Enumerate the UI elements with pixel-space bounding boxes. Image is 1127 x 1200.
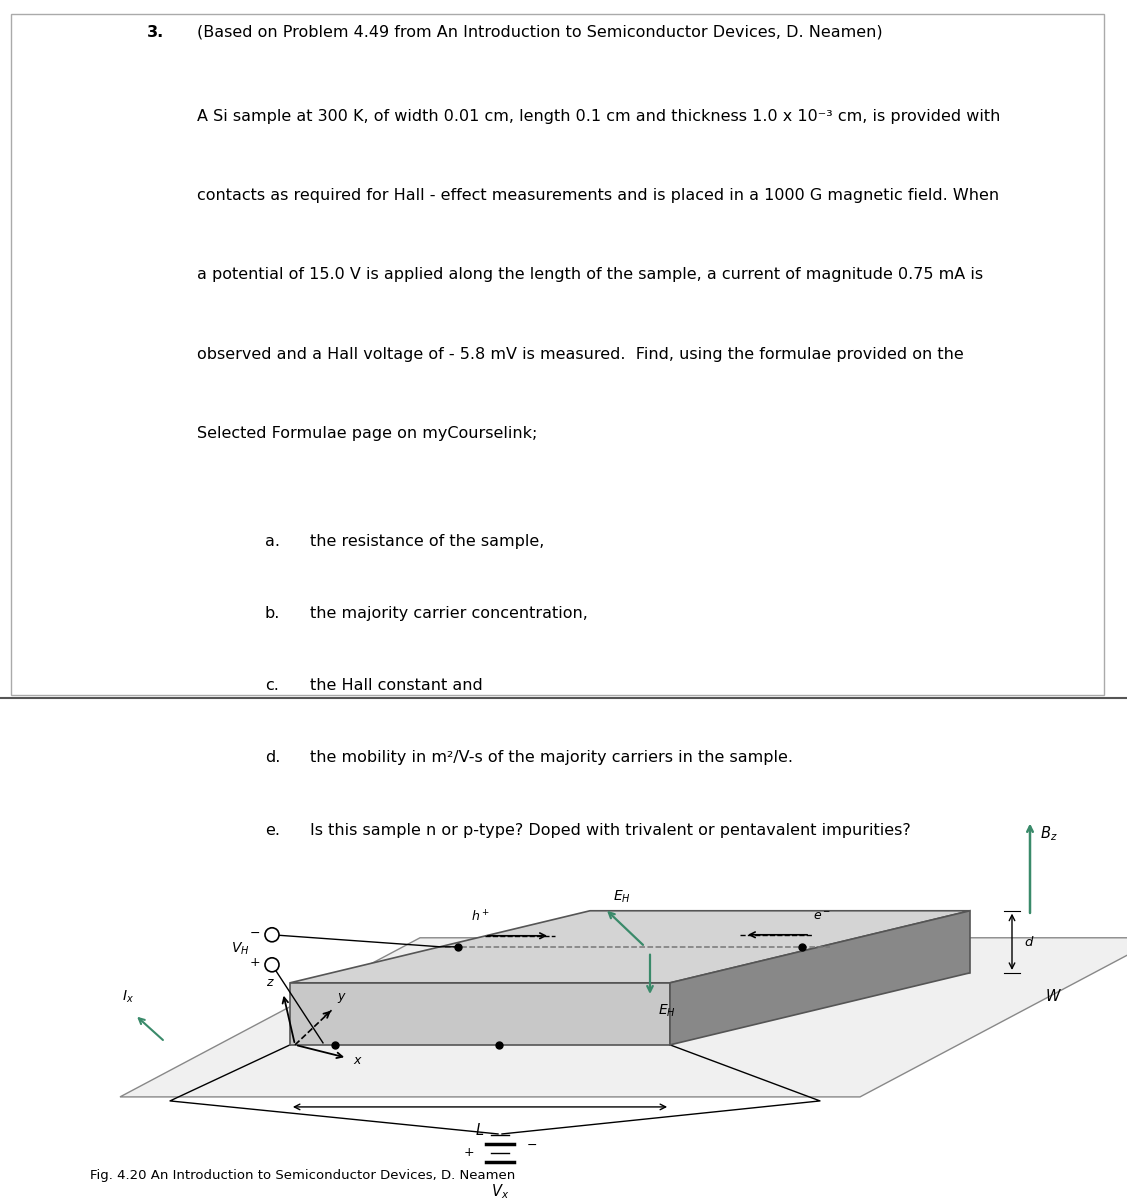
Text: $V_x$: $V_x$ bbox=[491, 1182, 509, 1200]
Text: $d$: $d$ bbox=[1024, 935, 1035, 949]
Text: b.: b. bbox=[265, 606, 281, 620]
Text: $h^+$: $h^+$ bbox=[470, 910, 489, 925]
Text: the majority carrier concentration,: the majority carrier concentration, bbox=[310, 606, 588, 620]
Text: d.: d. bbox=[265, 750, 281, 766]
Polygon shape bbox=[119, 937, 1127, 1097]
Text: the Hall constant and: the Hall constant and bbox=[310, 678, 482, 694]
Polygon shape bbox=[669, 911, 970, 1045]
Text: $E_H$: $E_H$ bbox=[658, 1003, 676, 1019]
Text: $E_H$: $E_H$ bbox=[613, 888, 631, 905]
Text: $y$: $y$ bbox=[337, 991, 347, 1004]
Polygon shape bbox=[290, 911, 970, 983]
Text: (Based on Problem 4.49 from An Introduction to Semiconductor Devices, D. Neamen): (Based on Problem 4.49 from An Introduct… bbox=[197, 24, 882, 40]
Text: Selected Formulae page on myCourselink;: Selected Formulae page on myCourselink; bbox=[197, 426, 538, 442]
Text: a potential of 15.0 V is applied along the length of the sample, a current of ma: a potential of 15.0 V is applied along t… bbox=[197, 268, 984, 282]
Text: $+$: $+$ bbox=[463, 1146, 474, 1159]
Text: observed and a Hall voltage of - 5.8 mV is measured.  Find, using the formulae p: observed and a Hall voltage of - 5.8 mV … bbox=[197, 347, 964, 361]
Text: a.: a. bbox=[265, 534, 279, 548]
Text: $I_x$: $I_x$ bbox=[122, 989, 134, 1004]
Text: $z$: $z$ bbox=[266, 976, 275, 989]
Text: $+$: $+$ bbox=[249, 956, 260, 970]
Circle shape bbox=[265, 928, 279, 942]
Text: $W$: $W$ bbox=[1045, 988, 1062, 1004]
Text: $-$: $-$ bbox=[526, 1138, 538, 1151]
Text: e.: e. bbox=[265, 823, 279, 838]
Text: $x$: $x$ bbox=[353, 1055, 363, 1067]
Text: the mobility in m²/V-s of the majority carriers in the sample.: the mobility in m²/V-s of the majority c… bbox=[310, 750, 793, 766]
Text: $e^-$: $e^-$ bbox=[813, 910, 832, 923]
Circle shape bbox=[265, 958, 279, 972]
Text: contacts as required for Hall - effect measurements and is placed in a 1000 G ma: contacts as required for Hall - effect m… bbox=[197, 188, 1000, 203]
Text: 3.: 3. bbox=[147, 24, 163, 40]
Text: the resistance of the sample,: the resistance of the sample, bbox=[310, 534, 544, 548]
Polygon shape bbox=[290, 983, 669, 1045]
Text: $V_H$: $V_H$ bbox=[231, 941, 250, 956]
Text: c.: c. bbox=[265, 678, 278, 694]
Text: Fig. 4.20 An Introduction to Semiconductor Devices, D. Neamen: Fig. 4.20 An Introduction to Semiconduct… bbox=[90, 1169, 515, 1182]
Text: $L$: $L$ bbox=[476, 1122, 485, 1138]
Text: $-$: $-$ bbox=[249, 926, 260, 940]
Text: A Si sample at 300 K, of width 0.01 cm, length 0.1 cm and thickness 1.0 x 10⁻³ c: A Si sample at 300 K, of width 0.01 cm, … bbox=[197, 109, 1001, 124]
Text: Is this sample n or p-type? Doped with trivalent or pentavalent impurities?: Is this sample n or p-type? Doped with t… bbox=[310, 823, 911, 838]
Text: $B_z$: $B_z$ bbox=[1040, 824, 1057, 844]
